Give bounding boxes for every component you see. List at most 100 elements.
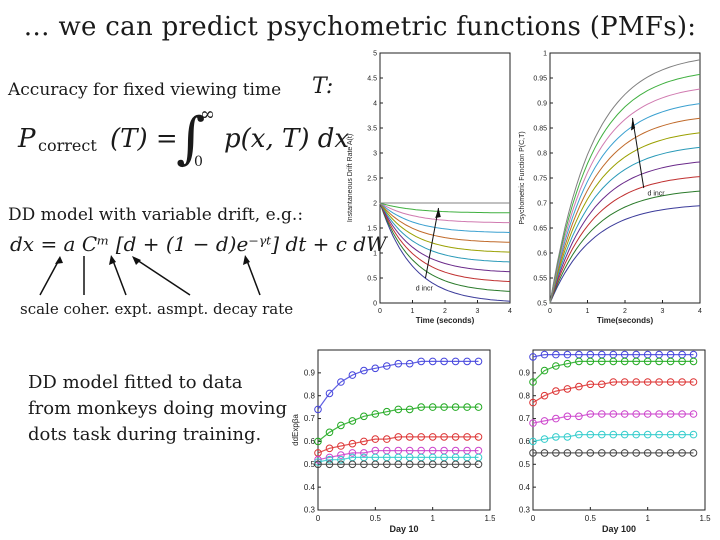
x-tick-label: 1 <box>430 514 435 523</box>
fit-line <box>532 354 694 358</box>
param-arrows <box>39 255 261 296</box>
data-marker <box>666 449 675 457</box>
data-marker <box>337 455 345 464</box>
data-marker <box>463 357 471 366</box>
data-marker <box>609 378 618 386</box>
accuracy-var: T: <box>312 74 334 99</box>
data-marker <box>394 433 403 441</box>
data-marker <box>552 414 560 423</box>
data-marker <box>405 405 414 414</box>
equation-dd-drift: dx = a Cᵐ [d + (1 − d)e⁻ᵞᵗ] dt + c dW <box>10 232 387 256</box>
fit-line <box>317 406 479 442</box>
fit-text-line-1: DD model fitted to data <box>28 372 243 393</box>
x-tick-label: 2 <box>623 308 627 315</box>
y-tick-label: 1.5 <box>367 225 377 232</box>
data-marker <box>563 433 572 441</box>
data-marker <box>451 433 460 441</box>
x-tick-label: 1.5 <box>699 514 711 523</box>
data-marker <box>405 433 414 441</box>
eq1-lhs-arg: (T) = <box>110 124 178 154</box>
d-incr-annotation: d incr <box>648 191 666 198</box>
data-marker <box>451 357 460 366</box>
data-marker <box>417 460 425 469</box>
arrow-asmpt <box>133 257 191 296</box>
plot-frame <box>317 349 491 511</box>
data-marker <box>314 455 322 464</box>
data-marker <box>563 412 572 421</box>
drift-curve <box>379 202 511 243</box>
y-tick-label: 0.95 <box>533 75 547 82</box>
pmf-curve <box>549 132 701 304</box>
data-marker <box>337 421 345 430</box>
y-tick-label: 0.6 <box>537 250 547 257</box>
data-marker <box>643 410 652 418</box>
data-marker <box>314 458 322 466</box>
y-axis-label: ddExpβa <box>291 414 300 446</box>
data-marker <box>655 410 663 418</box>
data-marker <box>632 410 640 418</box>
data-marker <box>529 398 537 407</box>
data-marker <box>394 460 403 469</box>
data-marker <box>440 433 448 441</box>
data-marker <box>689 378 698 386</box>
fit-line <box>317 450 479 461</box>
data-marker <box>417 403 425 411</box>
data-marker <box>620 410 629 418</box>
data-marker <box>428 460 437 469</box>
y-tick-label: 0.4 <box>519 483 531 492</box>
data-marker <box>609 430 618 439</box>
x-tick-label: 4 <box>508 308 512 315</box>
data-marker <box>586 380 595 389</box>
data-marker <box>632 449 640 457</box>
y-tick-label: 0.8 <box>304 391 316 400</box>
data-marker <box>348 460 357 469</box>
x-tick-label: 0.5 <box>370 514 382 523</box>
param-labels: scale coher. expt. asmpt. decay rate <box>20 300 294 318</box>
pmf-curve <box>549 205 701 304</box>
data-marker <box>598 430 606 439</box>
pmf-curve <box>549 146 701 304</box>
data-marker <box>643 449 652 457</box>
data-marker <box>620 357 629 366</box>
data-marker <box>540 435 549 443</box>
pmf-curve <box>549 117 701 304</box>
data-marker <box>586 410 595 418</box>
data-marker <box>678 449 686 457</box>
y-tick-label: 5 <box>373 50 377 57</box>
data-marker <box>643 430 652 439</box>
y-tick-label: 0.4 <box>304 483 316 492</box>
data-marker <box>529 437 537 446</box>
data-marker <box>348 371 357 379</box>
x-axis-label: Time(seconds) <box>597 316 654 325</box>
arrowhead-decay-icon <box>243 255 250 265</box>
day100-chart: 0 0.5 1 1.5 0.3 0.4 0.5 0.6 0.7 0.8 0.9 Day 100 <box>519 349 711 534</box>
data-marker <box>552 433 560 441</box>
eq1-int-upper: ∞ <box>200 104 215 125</box>
y-tick-label: 0.5 <box>367 275 377 282</box>
slide-title: … we can predict psychometric functions … <box>23 12 697 42</box>
data-marker <box>337 442 345 450</box>
pmf-curve <box>549 73 701 304</box>
data-marker <box>360 412 368 421</box>
x-tick-label: 3 <box>661 308 665 315</box>
y-tick-label: 1 <box>543 50 547 57</box>
pmf-curve <box>549 103 701 304</box>
y-tick-label: 4.5 <box>367 75 377 82</box>
data-marker <box>463 433 471 441</box>
data-marker <box>383 407 391 416</box>
data-marker <box>383 362 391 370</box>
fit-line <box>532 434 694 442</box>
data-marker <box>463 403 471 411</box>
pmf-curve <box>549 190 701 304</box>
data-marker <box>689 357 698 366</box>
data-marker <box>314 460 322 469</box>
drift-curve <box>379 202 511 233</box>
data-marker <box>325 389 334 398</box>
data-marker <box>337 460 345 469</box>
data-marker <box>609 357 618 366</box>
data-marker <box>360 449 368 457</box>
y-tick-label: 0.55 <box>533 275 547 282</box>
data-marker <box>371 435 380 443</box>
data-marker <box>360 460 368 469</box>
x-tick-label: 1 <box>411 308 415 315</box>
